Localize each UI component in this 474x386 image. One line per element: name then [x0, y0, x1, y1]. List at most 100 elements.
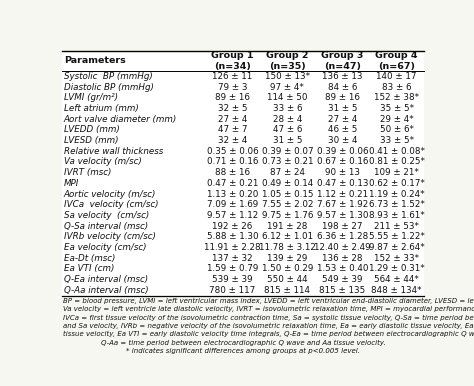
Text: 30 ± 4: 30 ± 4 — [328, 136, 357, 145]
Text: 83 ± 6: 83 ± 6 — [382, 83, 411, 91]
Text: 1.29 ± 0.31*: 1.29 ± 0.31* — [369, 264, 425, 273]
Bar — [62, 274, 424, 285]
Text: 1.53 ± 0.40: 1.53 ± 0.40 — [317, 264, 368, 273]
Text: Sa velocity  (cm/sc): Sa velocity (cm/sc) — [64, 211, 149, 220]
Text: 47 ± 7: 47 ± 7 — [218, 125, 247, 134]
Text: Q-Sa interval (msc): Q-Sa interval (msc) — [64, 222, 148, 231]
Text: 1.50 ± 0.29: 1.50 ± 0.29 — [262, 264, 313, 273]
Text: 140 ± 17: 140 ± 17 — [376, 72, 417, 81]
Text: MPI: MPI — [64, 179, 79, 188]
Bar — [62, 114, 424, 125]
Text: 0.47 ± 0.21: 0.47 ± 0.21 — [207, 179, 258, 188]
Text: 0.81 ± 0.25*: 0.81 ± 0.25* — [369, 157, 425, 166]
Text: Left atrium (mm): Left atrium (mm) — [64, 104, 138, 113]
Text: 780 ± 117: 780 ± 117 — [210, 286, 255, 295]
Text: Va velocity = left ventricle late diastolic velocity, IVRT = isovolumetric relax: Va velocity = left ventricle late diasto… — [63, 306, 474, 313]
Text: 0.41 ± 0.08*: 0.41 ± 0.08* — [369, 147, 425, 156]
Bar — [62, 253, 424, 264]
Bar — [62, 103, 424, 114]
Text: 815 ± 135: 815 ± 135 — [319, 286, 365, 295]
Bar — [62, 82, 424, 92]
Text: Ea VTI (cm): Ea VTI (cm) — [64, 264, 114, 273]
Text: 11.78 ± 3.12: 11.78 ± 3.12 — [259, 243, 316, 252]
Text: 0.39 ± 0.07: 0.39 ± 0.07 — [262, 147, 313, 156]
Text: 47 ± 6: 47 ± 6 — [273, 125, 302, 134]
Text: tissue velocity, Ea VTI = early diastolic velocity time integrals, Q-Ea = time p: tissue velocity, Ea VTI = early diastoli… — [63, 331, 474, 337]
Text: 198 ± 27: 198 ± 27 — [322, 222, 363, 231]
Text: 1.13 ± 0.20: 1.13 ± 0.20 — [207, 190, 258, 198]
Bar — [62, 146, 424, 157]
Text: 33 ± 5*: 33 ± 5* — [380, 136, 414, 145]
Text: 6.12 ± 1.01: 6.12 ± 1.01 — [262, 232, 313, 241]
Text: 89 ± 16: 89 ± 16 — [325, 93, 360, 102]
Text: 848 ± 134*: 848 ± 134* — [372, 286, 422, 295]
Text: 31 ± 5: 31 ± 5 — [273, 136, 302, 145]
Text: 29 ± 4*: 29 ± 4* — [380, 115, 414, 124]
Text: 0.49 ± 0.14: 0.49 ± 0.14 — [262, 179, 313, 188]
Bar — [62, 51, 424, 71]
Text: Q-Ea interval (msc): Q-Ea interval (msc) — [64, 275, 148, 284]
Text: 192 ± 26: 192 ± 26 — [212, 222, 253, 231]
Bar — [62, 242, 424, 253]
Text: 136 ± 13: 136 ± 13 — [322, 72, 363, 81]
Text: 32 ± 5: 32 ± 5 — [218, 104, 247, 113]
Text: 9.87 ± 2.64*: 9.87 ± 2.64* — [369, 243, 425, 252]
Text: 11.91 ± 2.28: 11.91 ± 2.28 — [204, 243, 261, 252]
Text: 1.05 ± 0.15: 1.05 ± 0.15 — [262, 190, 313, 198]
Text: LVMI (gr/m²): LVMI (gr/m²) — [64, 93, 118, 102]
Text: Q-Aa = time period between electrocardiographic Q wave and Aa tissue velocity.: Q-Aa = time period between electrocardio… — [100, 340, 385, 346]
Text: Q-Aa interval (msc): Q-Aa interval (msc) — [64, 286, 148, 295]
Text: 1.12 ± 0.21: 1.12 ± 0.21 — [317, 190, 368, 198]
Text: 815 ± 114: 815 ± 114 — [264, 286, 310, 295]
Text: 0.62 ± 0.17*: 0.62 ± 0.17* — [369, 179, 425, 188]
Text: 549 ± 39: 549 ± 39 — [322, 275, 363, 284]
Bar — [62, 210, 424, 221]
Text: Parameters: Parameters — [64, 56, 126, 65]
Text: 97 ± 4*: 97 ± 4* — [271, 83, 304, 91]
Text: 114 ± 50: 114 ± 50 — [267, 93, 308, 102]
Text: 5.88 ± 1.30: 5.88 ± 1.30 — [207, 232, 258, 241]
Text: IVRb velocity (cm/sc): IVRb velocity (cm/sc) — [64, 232, 155, 241]
Text: 32 ± 4: 32 ± 4 — [218, 136, 247, 145]
Text: Group 1
(n=34): Group 1 (n=34) — [211, 51, 254, 71]
Text: 152 ± 38*: 152 ± 38* — [374, 93, 419, 102]
Text: 136 ± 28: 136 ± 28 — [322, 254, 363, 263]
Text: 152 ± 33*: 152 ± 33* — [374, 254, 419, 263]
Bar — [62, 157, 424, 167]
Text: 27 ± 4: 27 ± 4 — [328, 115, 357, 124]
Text: 137 ± 32: 137 ± 32 — [212, 254, 253, 263]
Text: 84 ± 6: 84 ± 6 — [328, 83, 357, 91]
Text: LVEDD (mm): LVEDD (mm) — [64, 125, 119, 134]
Text: 50 ± 6*: 50 ± 6* — [380, 125, 414, 134]
Text: 79 ± 3: 79 ± 3 — [218, 83, 247, 91]
Bar — [62, 264, 424, 274]
Text: Ea velocity (cm/sc): Ea velocity (cm/sc) — [64, 243, 146, 252]
Text: Diastolic BP (mmHg): Diastolic BP (mmHg) — [64, 83, 154, 91]
Bar — [62, 200, 424, 210]
Text: 46 ± 5: 46 ± 5 — [328, 125, 357, 134]
Text: 7.55 ± 2.02: 7.55 ± 2.02 — [262, 200, 313, 209]
Text: 9.57 ± 1.12: 9.57 ± 1.12 — [207, 211, 258, 220]
Text: 0.73 ± 0.21: 0.73 ± 0.21 — [262, 157, 313, 166]
Bar — [62, 178, 424, 189]
Text: 7.09 ± 1.69: 7.09 ± 1.69 — [207, 200, 258, 209]
Text: 35 ± 5*: 35 ± 5* — [380, 104, 414, 113]
Text: 87 ± 24: 87 ± 24 — [270, 168, 305, 177]
Text: 1.19 ± 0.24*: 1.19 ± 0.24* — [369, 190, 425, 198]
Bar — [62, 125, 424, 135]
Text: 550 ± 44: 550 ± 44 — [267, 275, 308, 284]
Bar — [62, 135, 424, 146]
Bar — [62, 92, 424, 103]
Bar — [62, 71, 424, 82]
Text: 0.39 ± 0.06: 0.39 ± 0.06 — [317, 147, 368, 156]
Text: BP = blood pressure, LVMI = left ventricular mass index, LVEDD = left ventricula: BP = blood pressure, LVMI = left ventric… — [63, 298, 474, 304]
Text: 28 ± 4: 28 ± 4 — [273, 115, 302, 124]
Text: Group 2
(n=35): Group 2 (n=35) — [266, 51, 309, 71]
Bar — [62, 221, 424, 232]
Text: Va velocity (m/sc): Va velocity (m/sc) — [64, 157, 141, 166]
Text: 9.75 ± 1.76: 9.75 ± 1.76 — [262, 211, 313, 220]
Bar — [62, 167, 424, 178]
Text: 90 ± 13: 90 ± 13 — [325, 168, 360, 177]
Text: 0.35 ± 0.06: 0.35 ± 0.06 — [207, 147, 258, 156]
Text: 191 ± 28: 191 ± 28 — [267, 222, 308, 231]
